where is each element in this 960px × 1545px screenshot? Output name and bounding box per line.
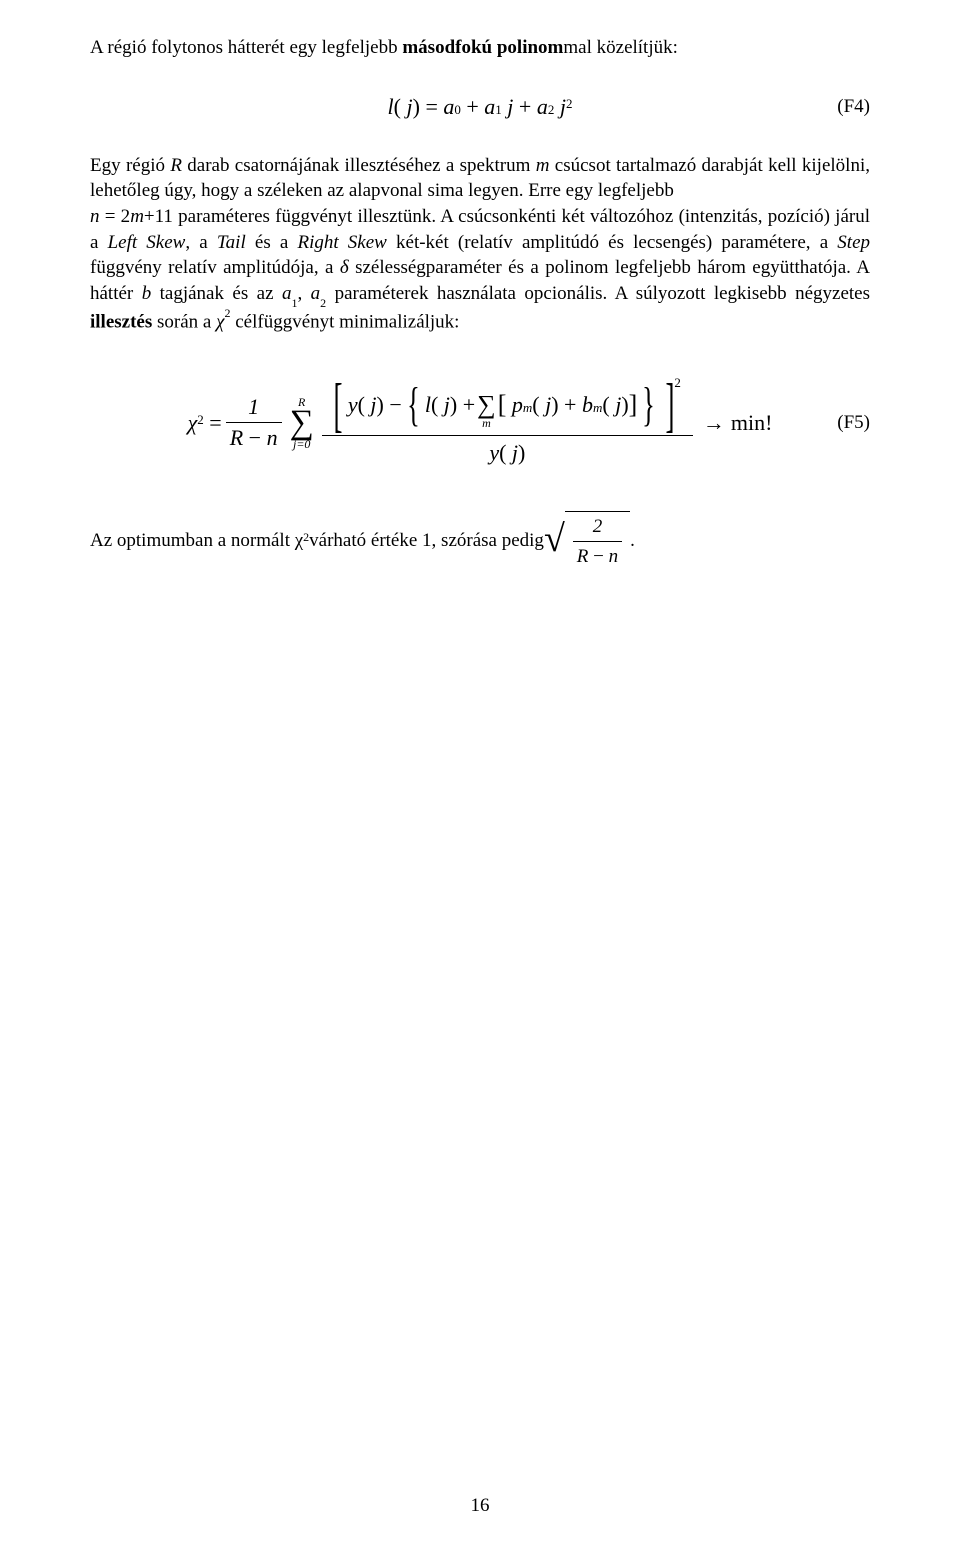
eq-f5-body: χ2 = 1 R − n R ∑ j=0 [ y( j) − { l( j) +	[188, 377, 773, 468]
sqrt-expr: √ 2 R − n	[544, 511, 630, 570]
p1-suffix: mal közelítjük:	[563, 37, 678, 58]
page-number: 16	[0, 1495, 960, 1517]
eq-f4-label: (F4)	[837, 96, 870, 118]
eq-f5-label: (F5)	[837, 412, 870, 434]
equation-f5: χ2 = 1 R − n R ∑ j=0 [ y( j) − { l( j) +	[90, 363, 870, 483]
p1-prefix: A régió folytonos hátterét egy legfeljeb…	[90, 37, 402, 58]
p1-bold: másodfokú polinom	[402, 37, 563, 58]
paragraph-1: A régió folytonos hátterét egy legfeljeb…	[90, 35, 870, 61]
paragraph-3: Az optimumban a normált χ2 várható érték…	[90, 511, 870, 570]
eq-f4-body: l( j) = a0 + a1 j + a2 j2	[388, 94, 573, 120]
equation-f4: l( j) = a0 + a1 j + a2 j2 (F4)	[90, 79, 870, 135]
paragraph-2: Egy régió R darab csatornájának illeszté…	[90, 153, 870, 335]
